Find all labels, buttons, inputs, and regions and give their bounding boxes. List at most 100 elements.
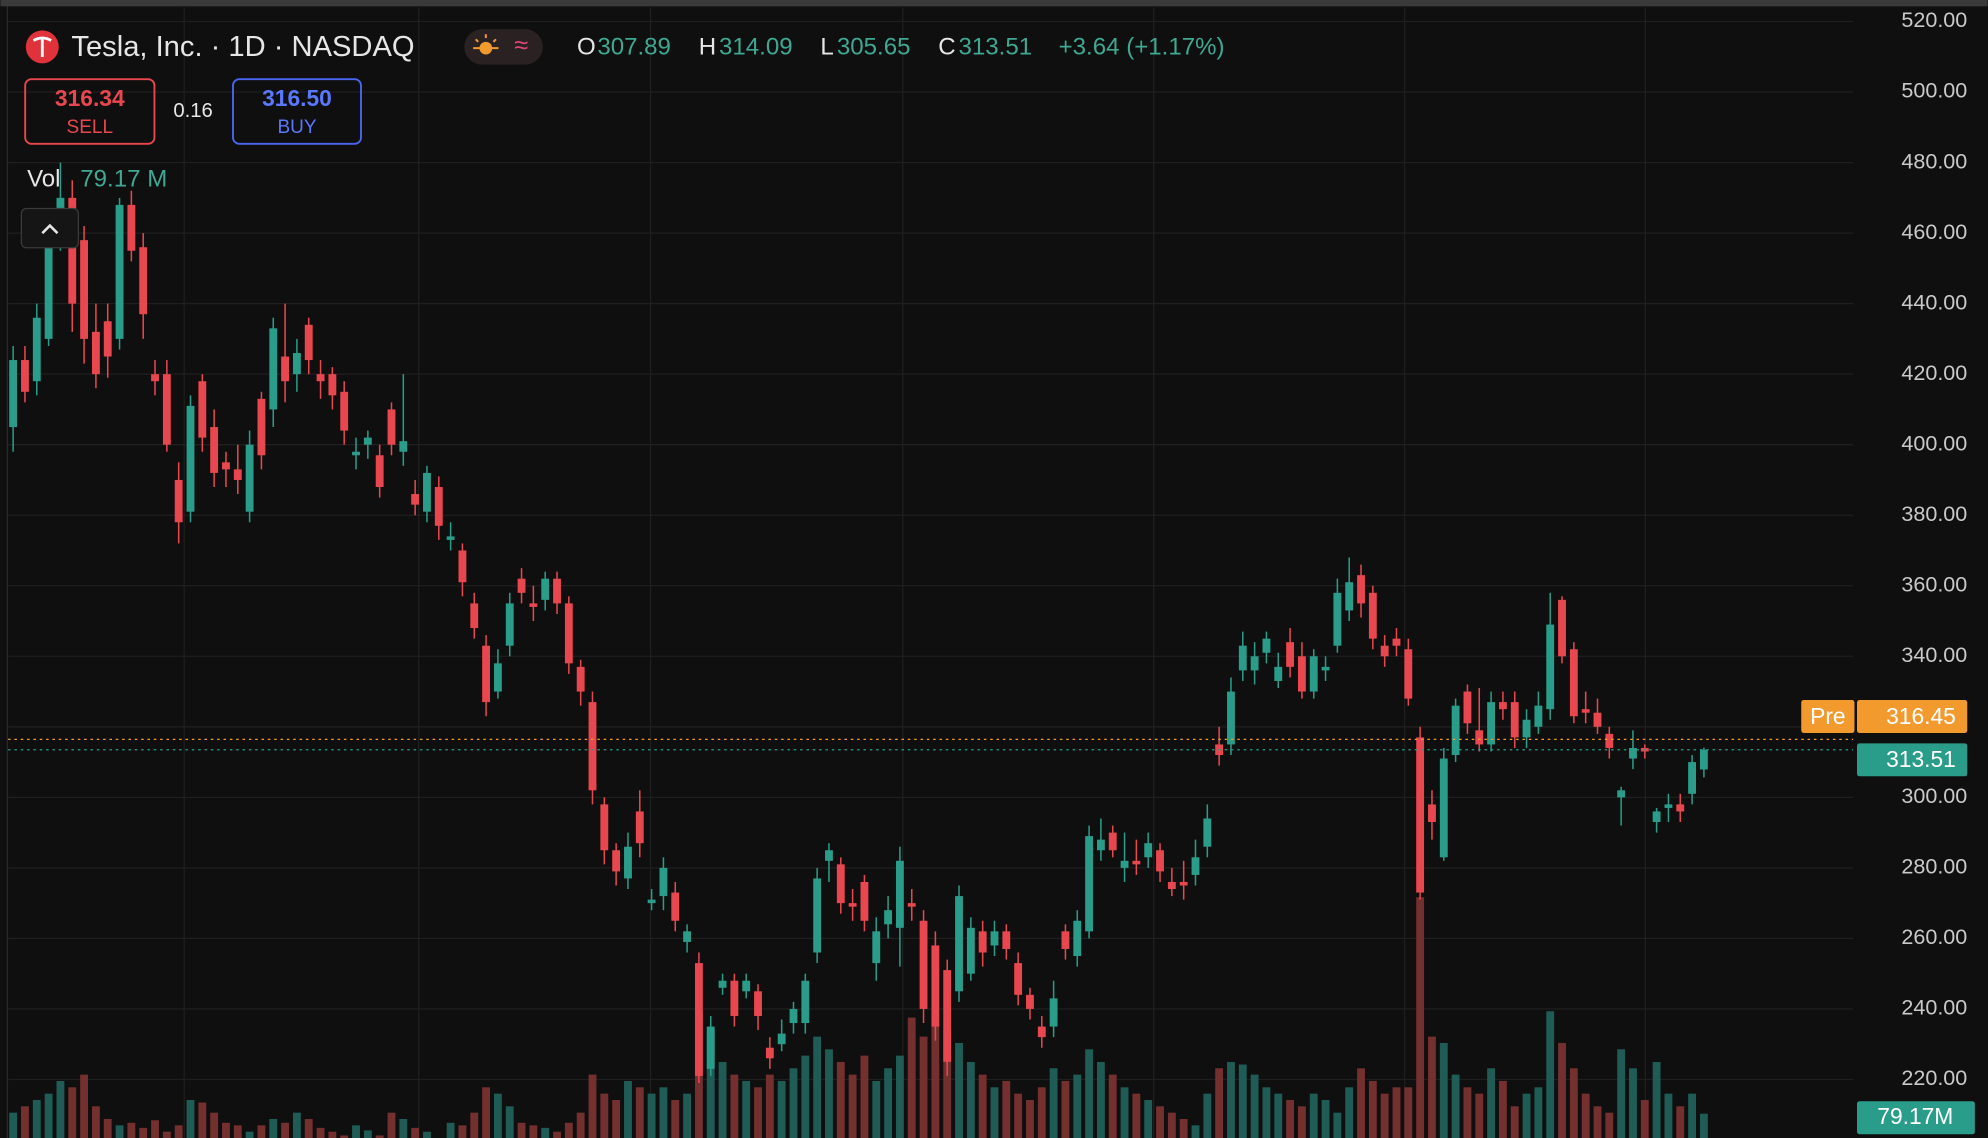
candle-body (884, 910, 893, 925)
candle-body (1357, 575, 1365, 604)
volume-bar (966, 1061, 975, 1138)
volume-bar (1120, 1087, 1129, 1138)
candle-body (505, 603, 514, 646)
volume-bar (139, 1127, 148, 1138)
candle-body (1664, 804, 1673, 808)
volume-bar (304, 1118, 313, 1138)
volume-bar (316, 1127, 325, 1138)
volume-bar (222, 1122, 230, 1138)
volume-bar (848, 1074, 857, 1138)
candle-body (1380, 645, 1389, 657)
volume-bar (470, 1112, 479, 1138)
candle-body (624, 846, 632, 879)
candle-body (1026, 994, 1034, 1009)
volume-bar (777, 1080, 786, 1138)
volume-bar (1203, 1093, 1212, 1138)
volume-bar (32, 1099, 41, 1138)
y-tick-label: 440.00 (1901, 290, 1967, 314)
candle-body (482, 645, 491, 703)
candle-body (872, 931, 881, 964)
candle-body (588, 702, 597, 791)
ohlc-key: L (820, 34, 833, 61)
grid (8, 7, 1854, 1138)
volume-bar (1558, 1042, 1566, 1138)
candle-body (21, 360, 29, 392)
volume-bar (328, 1131, 337, 1138)
candle-body (245, 444, 254, 512)
y-tick-label: 400.00 (1901, 431, 1967, 455)
volume-bar (1179, 1118, 1188, 1138)
price-tag-value: 313.51 (1886, 746, 1956, 772)
volume-bar (1404, 1087, 1413, 1138)
change: +3.64 (+1.17%) (1059, 34, 1225, 61)
candle-body (316, 374, 325, 382)
volume-title: Vol (27, 165, 60, 192)
volume-bar (588, 1074, 597, 1138)
volume-bar (1617, 1049, 1626, 1138)
candle-body (1309, 656, 1318, 692)
volume-bar (1428, 1036, 1436, 1138)
candle-body (813, 878, 822, 953)
candle-body (1250, 656, 1259, 671)
candle-body (765, 1047, 774, 1059)
volume-bar (1593, 1106, 1602, 1138)
volume-bar (1156, 1106, 1164, 1138)
volume-bar (1699, 1113, 1708, 1138)
sell-button[interactable] (24, 78, 156, 145)
volume-bar (340, 1135, 349, 1138)
collapse-button[interactable] (20, 207, 80, 249)
candle-body (1416, 737, 1425, 893)
volume-bar (1238, 1064, 1247, 1138)
candle-body (1475, 730, 1484, 745)
plot-area (8, 162, 1854, 1138)
sell-label: SELL (67, 117, 113, 138)
candle-body (1156, 850, 1164, 872)
candle-body (754, 991, 762, 1016)
candle-body (742, 980, 751, 992)
candle-body (387, 409, 396, 445)
candle-body (1085, 836, 1094, 932)
price-tag-label: Pre (1810, 703, 1845, 729)
volume-bar (115, 1125, 124, 1138)
volume-bar (1132, 1093, 1141, 1138)
candle-body (9, 360, 18, 428)
volume-bar (1250, 1074, 1259, 1138)
volume-tag-value: 79.17M (1877, 1103, 1953, 1129)
candle-body (931, 945, 940, 1027)
volume-bar (1392, 1087, 1401, 1138)
candle-body (210, 427, 219, 473)
candle-body (1321, 666, 1330, 671)
candle-body (1534, 705, 1543, 727)
volume-bar (1262, 1087, 1271, 1138)
buy-label: BUY (277, 117, 316, 138)
volume-bar (541, 1127, 550, 1138)
volume-bar (1073, 1074, 1082, 1138)
volume-bar (1002, 1080, 1011, 1138)
ohlc-key: C (938, 34, 955, 61)
candle-body (222, 462, 230, 470)
volume-bar (387, 1112, 396, 1138)
volume-bar (1688, 1093, 1697, 1138)
volume-bar (1368, 1080, 1377, 1138)
candle-body (706, 1026, 715, 1069)
volume-bar (1640, 1099, 1649, 1138)
session-pill[interactable] (464, 29, 543, 65)
candle-body (801, 980, 810, 1024)
candle-body (553, 578, 561, 604)
candle-body (1629, 747, 1637, 759)
volume-bar (198, 1102, 207, 1138)
candle-body (1203, 818, 1212, 847)
candle-body (174, 479, 183, 523)
logo-mark (32, 36, 52, 58)
candle-body (1227, 691, 1235, 745)
volume-bar (1144, 1099, 1153, 1138)
candle-body (1392, 638, 1401, 646)
candle-body (825, 850, 833, 861)
volume-tag (1857, 1101, 1975, 1135)
volume-value: 79.17 M (80, 165, 167, 192)
candle-body (1274, 666, 1283, 681)
candle-body (68, 197, 77, 304)
volume-bar (375, 1135, 384, 1138)
buy-button[interactable] (232, 78, 362, 145)
